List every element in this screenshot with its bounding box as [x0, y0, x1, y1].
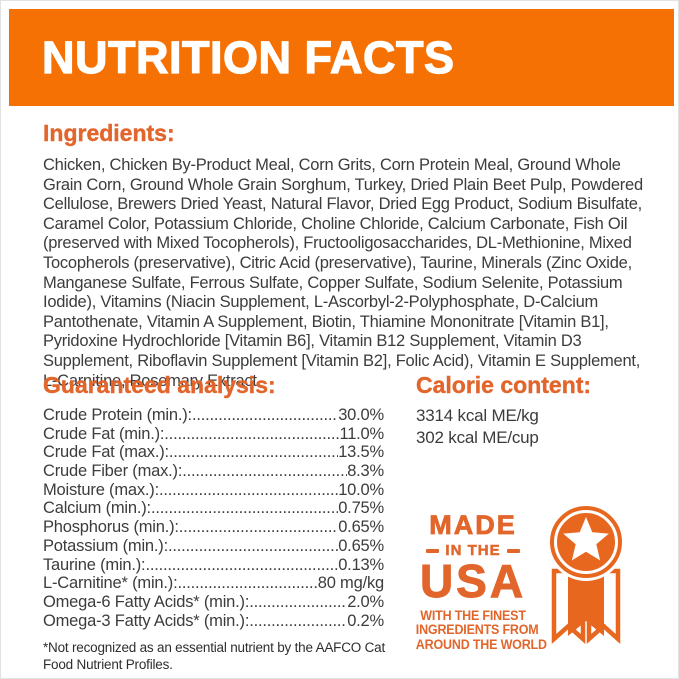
tagline-line-3: AROUND THE WORLD: [415, 637, 547, 654]
usa-tagline: WITH THE FINEST INGREDIENTS FROM AROUND …: [415, 607, 547, 654]
analysis-row-label: Phosphorus (min.):: [43, 518, 179, 537]
analysis-footnote: *Not recognized as an essential nutrient…: [43, 640, 386, 672]
analysis-row-label: Crude Protein (min.):: [43, 406, 192, 424]
analysis-row-value: 11.0%: [339, 424, 384, 443]
leader-dots: ........................................…: [150, 499, 339, 518]
analysis-row: Omega-6 Fatty Acids* (min.): ...........…: [43, 593, 384, 612]
in-the-text: IN THE: [408, 543, 538, 558]
analysis-row-value: 10.0%: [338, 480, 384, 499]
analysis-row: Crude Fiber (max.): ....................…: [43, 462, 384, 481]
analysis-row-value: 0.13%: [338, 555, 384, 574]
analysis-row-label: Omega-3 Fatty Acids* (min.):: [43, 611, 250, 630]
ingredients-text: Chicken, Chicken By-Product Meal, Corn G…: [43, 156, 643, 390]
analysis-row-value: 30.0%: [338, 406, 384, 424]
analysis-row-label: Calcium (min.):: [43, 499, 151, 518]
tagline-line-2: INGREDIENTS FROM: [415, 622, 539, 639]
analysis-row: Omega-3 Fatty Acids* (min.): ...........…: [43, 612, 384, 631]
made-text: MADE: [429, 510, 517, 540]
page-title: NUTRITION FACTS: [41, 31, 455, 83]
leader-dots: ........................................…: [177, 574, 318, 593]
nutrition-facts-banner: NUTRITION FACTS: [9, 9, 674, 106]
tagline-line-1: WITH THE FINEST: [420, 607, 526, 624]
analysis-row-label: Potassium (min.):: [43, 536, 168, 555]
analysis-row-value: 80 mg/kg: [317, 574, 384, 593]
calorie-per-cup: 302 kcal ME/cup: [416, 427, 539, 447]
analysis-row: Crude Fat (min.): ......................…: [43, 425, 384, 444]
analysis-row-label: Taurine (min.):: [43, 555, 146, 574]
calorie-content-values: 3314 kcal ME/kg 302 kcal ME/cup: [416, 405, 539, 448]
leader-dots: ........................................…: [249, 611, 347, 630]
usa-text: USA: [419, 555, 527, 607]
analysis-row: Crude Fat (max.): ......................…: [43, 443, 384, 462]
analysis-row: Taurine (min.): ........................…: [43, 556, 384, 575]
analysis-row-value: 0.65%: [338, 518, 384, 537]
analysis-row-label: L-Carnitine* (min.):: [43, 574, 178, 593]
guaranteed-analysis-table: Crude Protein (min.): ..................…: [43, 406, 384, 630]
star-icon: [563, 517, 609, 561]
dash-left-decoration: [426, 548, 440, 553]
medal-inner-ring: [554, 510, 618, 574]
dash-right-decoration: [506, 548, 520, 553]
leader-dots: ........................................…: [158, 480, 339, 499]
analysis-row: Potassium (min.): ......................…: [43, 537, 384, 556]
analysis-row: L-Carnitine* (min.): ...................…: [43, 574, 384, 593]
analysis-row-label: Moisture (max.):: [43, 480, 159, 499]
analysis-row: Phosphorus (min.): .....................…: [43, 518, 384, 537]
calorie-per-kg: 3314 kcal ME/kg: [416, 406, 539, 425]
leader-dots: ........................................…: [167, 536, 339, 555]
ribbon-center: [568, 571, 604, 636]
analysis-row-value: 0.65%: [338, 536, 384, 555]
analysis-row: Moisture (max.): .......................…: [43, 481, 384, 500]
analysis-row-label: Crude Fat (max.):: [43, 443, 169, 462]
made-in-usa-badge: MADE IN THE USA WITH THE FINEST INGREDIE…: [408, 510, 547, 654]
analysis-row: Crude Protein (min.): ..................…: [43, 406, 384, 425]
guaranteed-analysis-heading: Guaranteed analysis:: [43, 372, 276, 398]
analysis-row-label: Crude Fat (min.):: [43, 424, 165, 443]
analysis-row-value: 13.5%: [338, 443, 384, 462]
in-the-label: IN THE: [445, 542, 501, 559]
ingredients-heading: Ingredients:: [43, 120, 175, 146]
analysis-row-value: 0.2%: [347, 611, 384, 630]
analysis-row-label: Omega-6 Fatty Acids* (min.):: [43, 592, 250, 611]
leader-dots: ........................................…: [168, 443, 339, 462]
analysis-row-label: Crude Fiber (max.):: [43, 462, 183, 481]
leader-dots: ........................................…: [182, 462, 347, 481]
calorie-content-heading: Calorie content:: [416, 372, 592, 398]
analysis-row-value: 0.75%: [338, 499, 384, 518]
leader-dots: ........................................…: [178, 518, 338, 537]
leader-dots: ........................................…: [145, 555, 339, 574]
analysis-row: Calcium (min.): ........................…: [43, 499, 384, 518]
leader-dots: ........................................…: [249, 592, 347, 611]
analysis-row-value: 2.0%: [347, 592, 384, 611]
medal-star-ribbon-icon: [547, 503, 625, 645]
analysis-row-value: 8.3%: [347, 462, 384, 481]
leader-dots: ........................................…: [164, 424, 340, 443]
leader-dots: ........................................…: [191, 406, 338, 424]
